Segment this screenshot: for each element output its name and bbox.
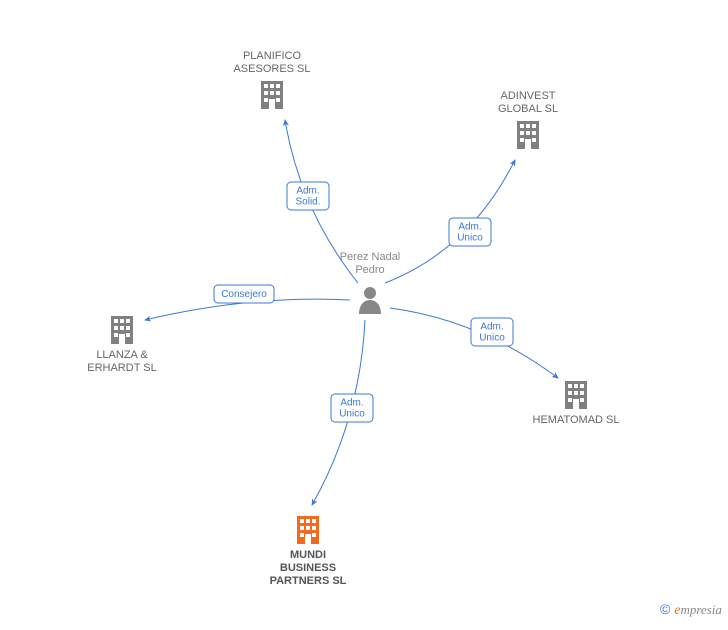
edge-mundi: Adm.Unico [312,320,373,505]
node-mundi[interactable]: MUNDIBUSINESSPARTNERS SL [270,516,347,587]
node-label: MUNDIBUSINESSPARTNERS SL [270,549,347,587]
building-icon [517,121,539,149]
edge-llanza: Consejero [145,285,350,320]
node-label: PLANIFICOASESORES SL [233,50,310,75]
node-label: ADINVESTGLOBAL SL [498,90,558,115]
edge-label: Adm.Unico [479,322,505,344]
network-diagram: Adm.Solid. Adm.Unico Consejero Adm.Unico Adm… [0,0,728,630]
node-hematomad[interactable]: HEMATOMAD SL [533,381,620,426]
svg-text:© empresia: © empresia [660,601,722,618]
edge-label: Adm.Unico [457,222,483,244]
edge-label: Adm.Unico [339,398,365,420]
building-icon [111,316,133,344]
center-node[interactable]: Perez NadalPedro [340,251,401,314]
center-label: Perez NadalPedro [340,251,401,276]
edge-adinvest: Adm.Unico [385,160,515,283]
building-icon [261,81,283,109]
edge-label: Consejero [221,289,267,300]
node-planifico[interactable]: PLANIFICOASESORES SL [233,50,310,109]
node-adinvest[interactable]: ADINVESTGLOBAL SL [498,90,558,149]
node-label: HEMATOMAD SL [533,414,620,426]
watermark: © empresia [660,601,722,618]
edge-hematomad: Adm.Unico [390,308,558,378]
node-llanza[interactable]: LLANZA &ERHARDT SL [87,316,156,374]
building-icon [297,516,319,544]
building-icon [565,381,587,409]
edges-layer: Adm.Solid. Adm.Unico Consejero Adm.Unico Adm… [145,120,558,505]
edge-label: Adm.Solid. [295,186,320,208]
node-label: LLANZA &ERHARDT SL [87,349,156,374]
person-icon [359,287,381,314]
